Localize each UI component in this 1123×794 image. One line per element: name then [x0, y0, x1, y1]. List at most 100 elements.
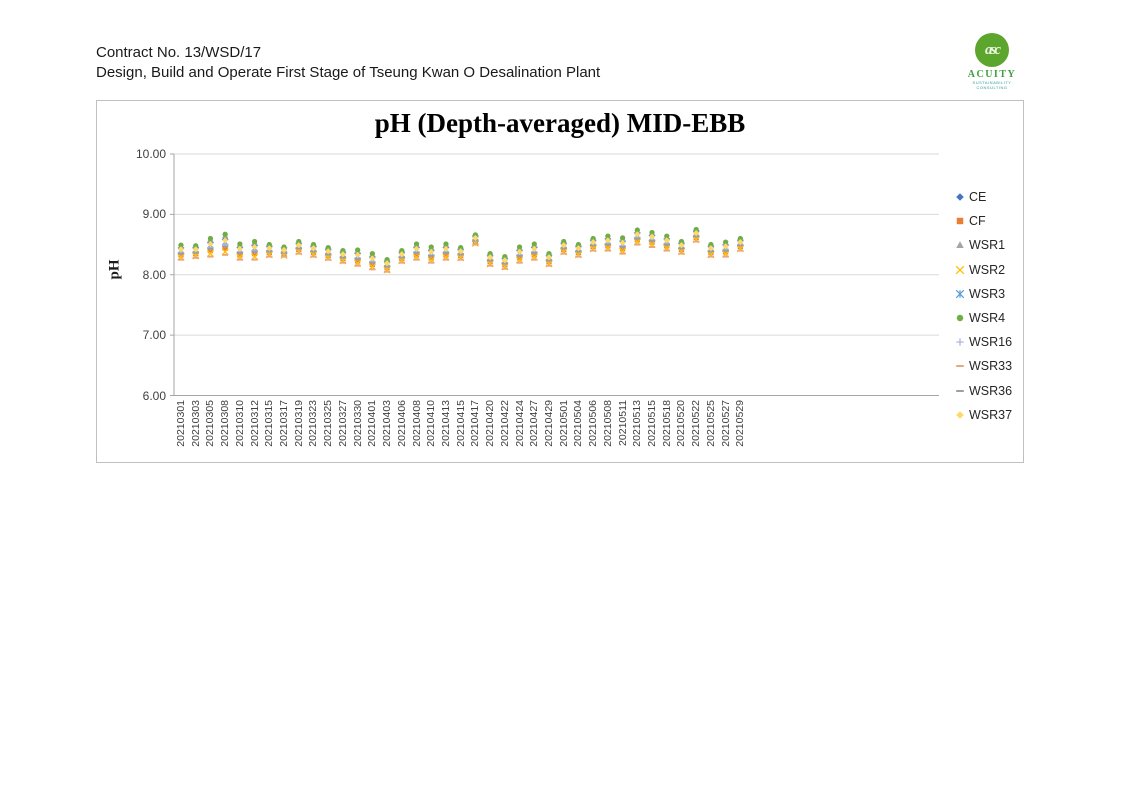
legend-item-cf: CF: [955, 209, 1012, 233]
x-tick-label: 20210415: [454, 400, 467, 447]
y-tick-label: 6.00: [142, 388, 166, 403]
data-point-diamond: [516, 248, 523, 255]
data-point-circle: [428, 244, 434, 250]
data-point-diamond: [428, 248, 435, 255]
data-point-diamond: [619, 239, 626, 246]
x-tick-label: 20210424: [513, 400, 526, 447]
acuity-logo: asc ACUITY SUSTAINABILITY CONSULTING: [962, 33, 1022, 90]
x-tick-label: 20210401: [366, 400, 379, 447]
x-tick-label: 20210422: [498, 400, 511, 447]
data-point-circle: [355, 247, 361, 253]
x-tick-label: 20210429: [543, 400, 555, 447]
x-tick-label: 20210527: [719, 400, 732, 447]
legend-label: WSR16: [969, 335, 1013, 350]
x-tick-label: 20210317: [278, 400, 291, 447]
data-point-square: [956, 218, 964, 225]
data-point-circle: [266, 241, 272, 248]
acuity-logo-icon: asc: [975, 33, 1009, 67]
data-point-plus: [956, 338, 964, 347]
data-point-circle: [413, 241, 420, 247]
data-point-circle: [251, 238, 258, 245]
x-tick-label: 20210427: [528, 400, 541, 447]
x-tick-label: 20210513: [631, 400, 644, 447]
x-tick-label: 20210327: [336, 400, 349, 447]
data-point-diamond: [457, 248, 464, 255]
legend-label: CE: [969, 190, 987, 205]
data-point-circle: [678, 238, 685, 245]
legend-marker-diamond-icon: [956, 193, 964, 201]
x-tick-label: 20210408: [410, 400, 423, 447]
data-point-circle: [693, 226, 699, 233]
data-point-circle: [502, 254, 508, 260]
x-tick-label: 20210325: [322, 400, 335, 447]
x-tick-label: 20210417: [469, 400, 482, 447]
x-tick-label: 20210310: [233, 400, 246, 447]
legend-item-wsr2: WSR2: [955, 258, 1012, 282]
data-point-circle: [546, 250, 552, 257]
legend-label: WSR36: [969, 383, 1013, 398]
data-point-diamond: [634, 231, 641, 238]
y-tick-label: 10.00: [135, 147, 166, 161]
legend-marker-x-icon: [955, 265, 965, 274]
data-point-circle: [737, 235, 743, 242]
data-point-circle: [399, 247, 405, 254]
chart-title: pH (Depth-averaged) MID-EBB: [374, 108, 746, 138]
data-point-diamond: [251, 243, 258, 251]
logo-tagline-2: CONSULTING: [976, 85, 1008, 90]
legend-marker-triangle-icon: [956, 241, 964, 249]
page-header: Contract No. 13/WSD/17 Design, Build and…: [96, 43, 600, 83]
data-point-circle: [575, 241, 582, 248]
data-point-circle: [369, 250, 375, 257]
x-tick-label: 20210511: [616, 400, 629, 446]
data-point-diamond: [222, 237, 229, 244]
y-tick-label: 9.00: [142, 207, 166, 222]
data-point-diamond: [722, 243, 729, 250]
data-point-diamond: [590, 239, 597, 246]
data-point-diamond: [442, 245, 450, 252]
data-point-diamond: [575, 245, 582, 252]
x-tick-label: 20210504: [572, 400, 585, 447]
legend-label: WSR4: [969, 311, 1006, 326]
x-tick-label: 20210330: [351, 400, 364, 447]
data-point-circle: [325, 244, 331, 251]
data-point-circle: [340, 247, 346, 254]
legend-label: WSR37: [969, 407, 1013, 422]
data-point-circle: [443, 241, 449, 247]
data-point-diamond: [236, 245, 243, 252]
data-point-circle: [222, 231, 228, 237]
data-point-x: [955, 265, 965, 274]
data-point-diamond: [560, 242, 567, 249]
data-point-diamond: [192, 246, 199, 253]
data-point-triangle: [956, 241, 964, 249]
logo-monogram: asc: [985, 41, 1001, 58]
data-point-diamond: [325, 248, 332, 255]
data-point-diamond: [707, 245, 715, 252]
x-tick-label: 20210501: [557, 400, 570, 447]
data-point-star: [955, 289, 965, 299]
x-tick-label: 20210308: [219, 400, 232, 447]
data-point-diamond: [693, 229, 700, 237]
data-point-circle: [664, 233, 670, 239]
data-point-diamond: [487, 254, 494, 261]
legend-label: WSR2: [969, 262, 1006, 277]
legend-label: CF: [969, 214, 986, 229]
x-tick-label: 20210305: [204, 400, 217, 447]
x-tick-label: 20210410: [425, 400, 438, 447]
data-point-diamond: [737, 239, 744, 246]
data-point-circle: [649, 229, 655, 236]
data-point-diamond: [383, 260, 391, 267]
legend-item-wsr33: WSR33: [955, 354, 1012, 378]
legend-marker-star-icon: [955, 289, 965, 299]
data-point-diamond: [413, 245, 420, 252]
data-point-square: [222, 245, 228, 251]
data-point-diamond: [177, 246, 185, 253]
data-point-circle: [237, 241, 243, 247]
chart-plot-area: [170, 153, 939, 396]
data-point-diamond: [531, 245, 538, 252]
data-point-diamond: [648, 233, 656, 240]
data-point-circle: [384, 257, 390, 263]
y-tick-label: 7.00: [142, 328, 166, 343]
data-point-diamond: [207, 240, 214, 248]
legend-marker-dash-icon: [956, 389, 964, 392]
